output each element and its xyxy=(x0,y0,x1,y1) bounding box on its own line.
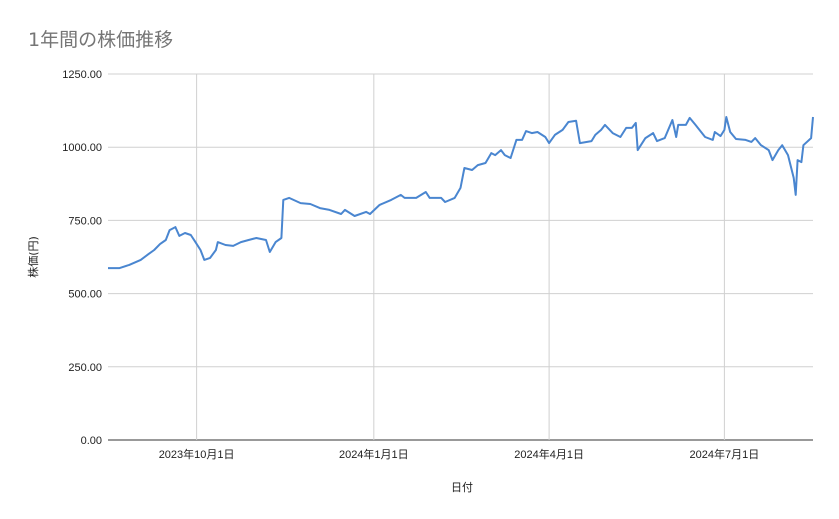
x-tick-label: 2024年7月1日 xyxy=(690,447,760,461)
x-tick-label: 2024年4月1日 xyxy=(514,447,584,461)
x-axis-label: 日付 xyxy=(451,481,473,494)
y-tick-label: 250.00 xyxy=(68,362,102,374)
y-tick-label: 0.00 xyxy=(81,435,102,447)
y-axis-ticks: 0.00 250.00 500.00 750.00 1000.00 1250.00 xyxy=(62,69,102,447)
chart-title: 1年間の株価推移 xyxy=(28,29,173,51)
y-tick-label: 1250.00 xyxy=(62,69,102,81)
series-line xyxy=(108,116,814,270)
y-tick-label: 500.00 xyxy=(68,289,102,301)
x-tick-label: 2023年10月1日 xyxy=(159,447,235,461)
y-axis-label: 株価(円) xyxy=(26,236,40,278)
x-axis-ticks: 2023年10月1日 2024年1月1日 2024年4月1日 2024年7月1日 xyxy=(159,447,760,461)
y-tick-label: 750.00 xyxy=(68,215,102,227)
y-tick-label: 1000.00 xyxy=(62,142,102,154)
gridlines xyxy=(108,73,813,441)
x-tick-label: 2024年1月1日 xyxy=(339,447,409,461)
